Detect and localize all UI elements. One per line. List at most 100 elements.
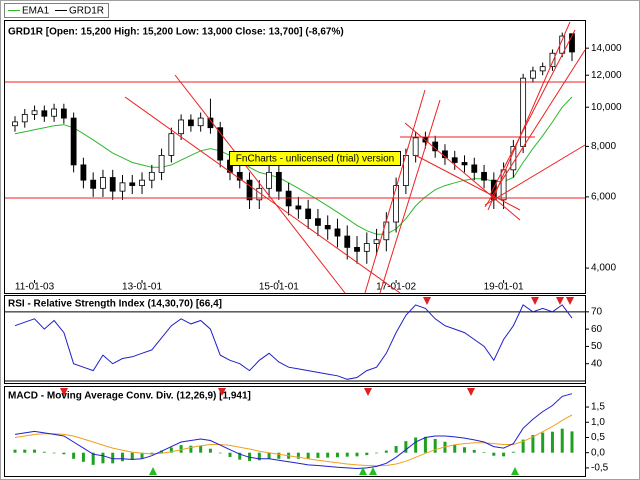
histogram-bar [91,452,95,465]
candle-body [90,179,97,189]
histogram-bar [267,452,271,459]
candle-body [178,119,185,135]
y-tick-label: 4,000 [591,263,616,274]
candle-body [324,225,331,230]
candle-body [119,182,126,192]
y-tick-label: 0,0 [591,447,605,458]
candle-body [109,177,116,192]
trend-line [404,122,521,221]
histogram-bar [33,449,37,453]
y-tick-label: 1,0 [591,417,605,428]
y-tick-label: 60 [591,324,603,335]
histogram-bar [81,452,85,462]
candle-body [236,171,243,181]
candle-body [539,66,546,72]
candle-body [344,235,351,248]
candle-body [266,171,272,189]
trend-line [174,74,346,294]
histogram-bar [257,452,261,461]
candle-body [481,171,487,181]
buy-arrow [149,467,157,475]
y-tick-label: 6,000 [591,192,616,203]
rsi-panel [4,295,586,384]
candle-body [451,157,458,163]
buy-arrow [511,467,519,475]
sell-arrow [566,297,574,305]
buy-arrow [359,467,367,475]
candle-body [530,70,536,79]
histogram-bar [277,452,281,459]
macd-panel [4,386,586,477]
histogram-bar [199,446,203,453]
trend-line [124,96,401,294]
histogram-bar [52,452,56,454]
y-tick-label: 8,000 [591,141,616,152]
candle-body [461,162,468,166]
sell-arrow [218,388,226,396]
candle-body [305,208,312,220]
candle-body [246,179,253,201]
histogram-bar [384,450,388,453]
y-tick-label: 12,000 [591,70,622,81]
candle-body [334,228,341,237]
y-tick-label: 40 [591,358,603,369]
x-tick-label: 19-01-01 [484,282,524,293]
y-tick-label: 1,5 [591,402,605,413]
x-tick-label: 11-01-03 [15,282,55,293]
candle-body [139,179,145,186]
histogram-bar [326,452,330,458]
histogram-bar [72,452,76,459]
series-line [14,96,573,235]
histogram-bar [492,452,496,456]
histogram-bar [375,452,379,454]
histogram-bar [482,452,486,453]
histogram-bar [502,452,506,457]
sell-arrow [467,388,475,396]
marks: 4,000 6,000 8,000 10,000 12,000 14,000 11-01-0… [5,32,622,474]
candle-body [70,117,77,166]
candle-body [500,169,507,201]
candle-body [412,137,419,156]
trend-line [484,49,586,208]
trend-line [364,89,426,294]
histogram-bar [453,444,457,453]
candle-body [569,33,575,53]
candle-body [60,108,67,119]
panel-title: RSI - Relative Strength Index (14,30,70)… [8,299,222,310]
signal-arrows [60,297,574,396]
histogram-bar [316,452,320,458]
panel-title: MACD - Moving Average Conv. Div. (12,26,… [8,391,251,402]
candle-body [520,77,527,147]
buy-arrows [149,467,519,475]
histogram-bar [404,441,408,453]
candle-body [354,246,360,252]
candle-body [363,243,370,252]
candle-body [295,205,302,210]
candle-body [148,171,155,181]
sell-arrow [60,388,68,396]
candle-body [549,52,556,68]
candle-body [217,127,224,161]
trend-lines [5,21,586,294]
candle-body [158,154,165,173]
candle-body [129,182,136,186]
histogram-bar [238,452,242,460]
watermark-box [229,151,401,166]
trend-line [379,99,441,294]
histogram-bar [423,436,427,453]
legend-label: GRD1R [69,6,104,17]
candle-body [197,117,204,127]
panel-title: GRD1R [Open: 15,200 High: 15,200 Low: 13… [8,27,344,38]
histogram-bar [531,435,535,453]
histogram-bar [101,452,105,464]
watermark: FnCharts - unlicensed (trial) version [236,154,394,165]
y-tick-label: 10,000 [591,102,622,113]
histogram-bar [335,452,339,458]
histogram-bar [541,432,545,453]
candle-body [471,164,478,173]
candle-body [393,185,400,223]
x-tick-label: 13-01-01 [122,282,162,293]
candle-body [41,110,48,117]
